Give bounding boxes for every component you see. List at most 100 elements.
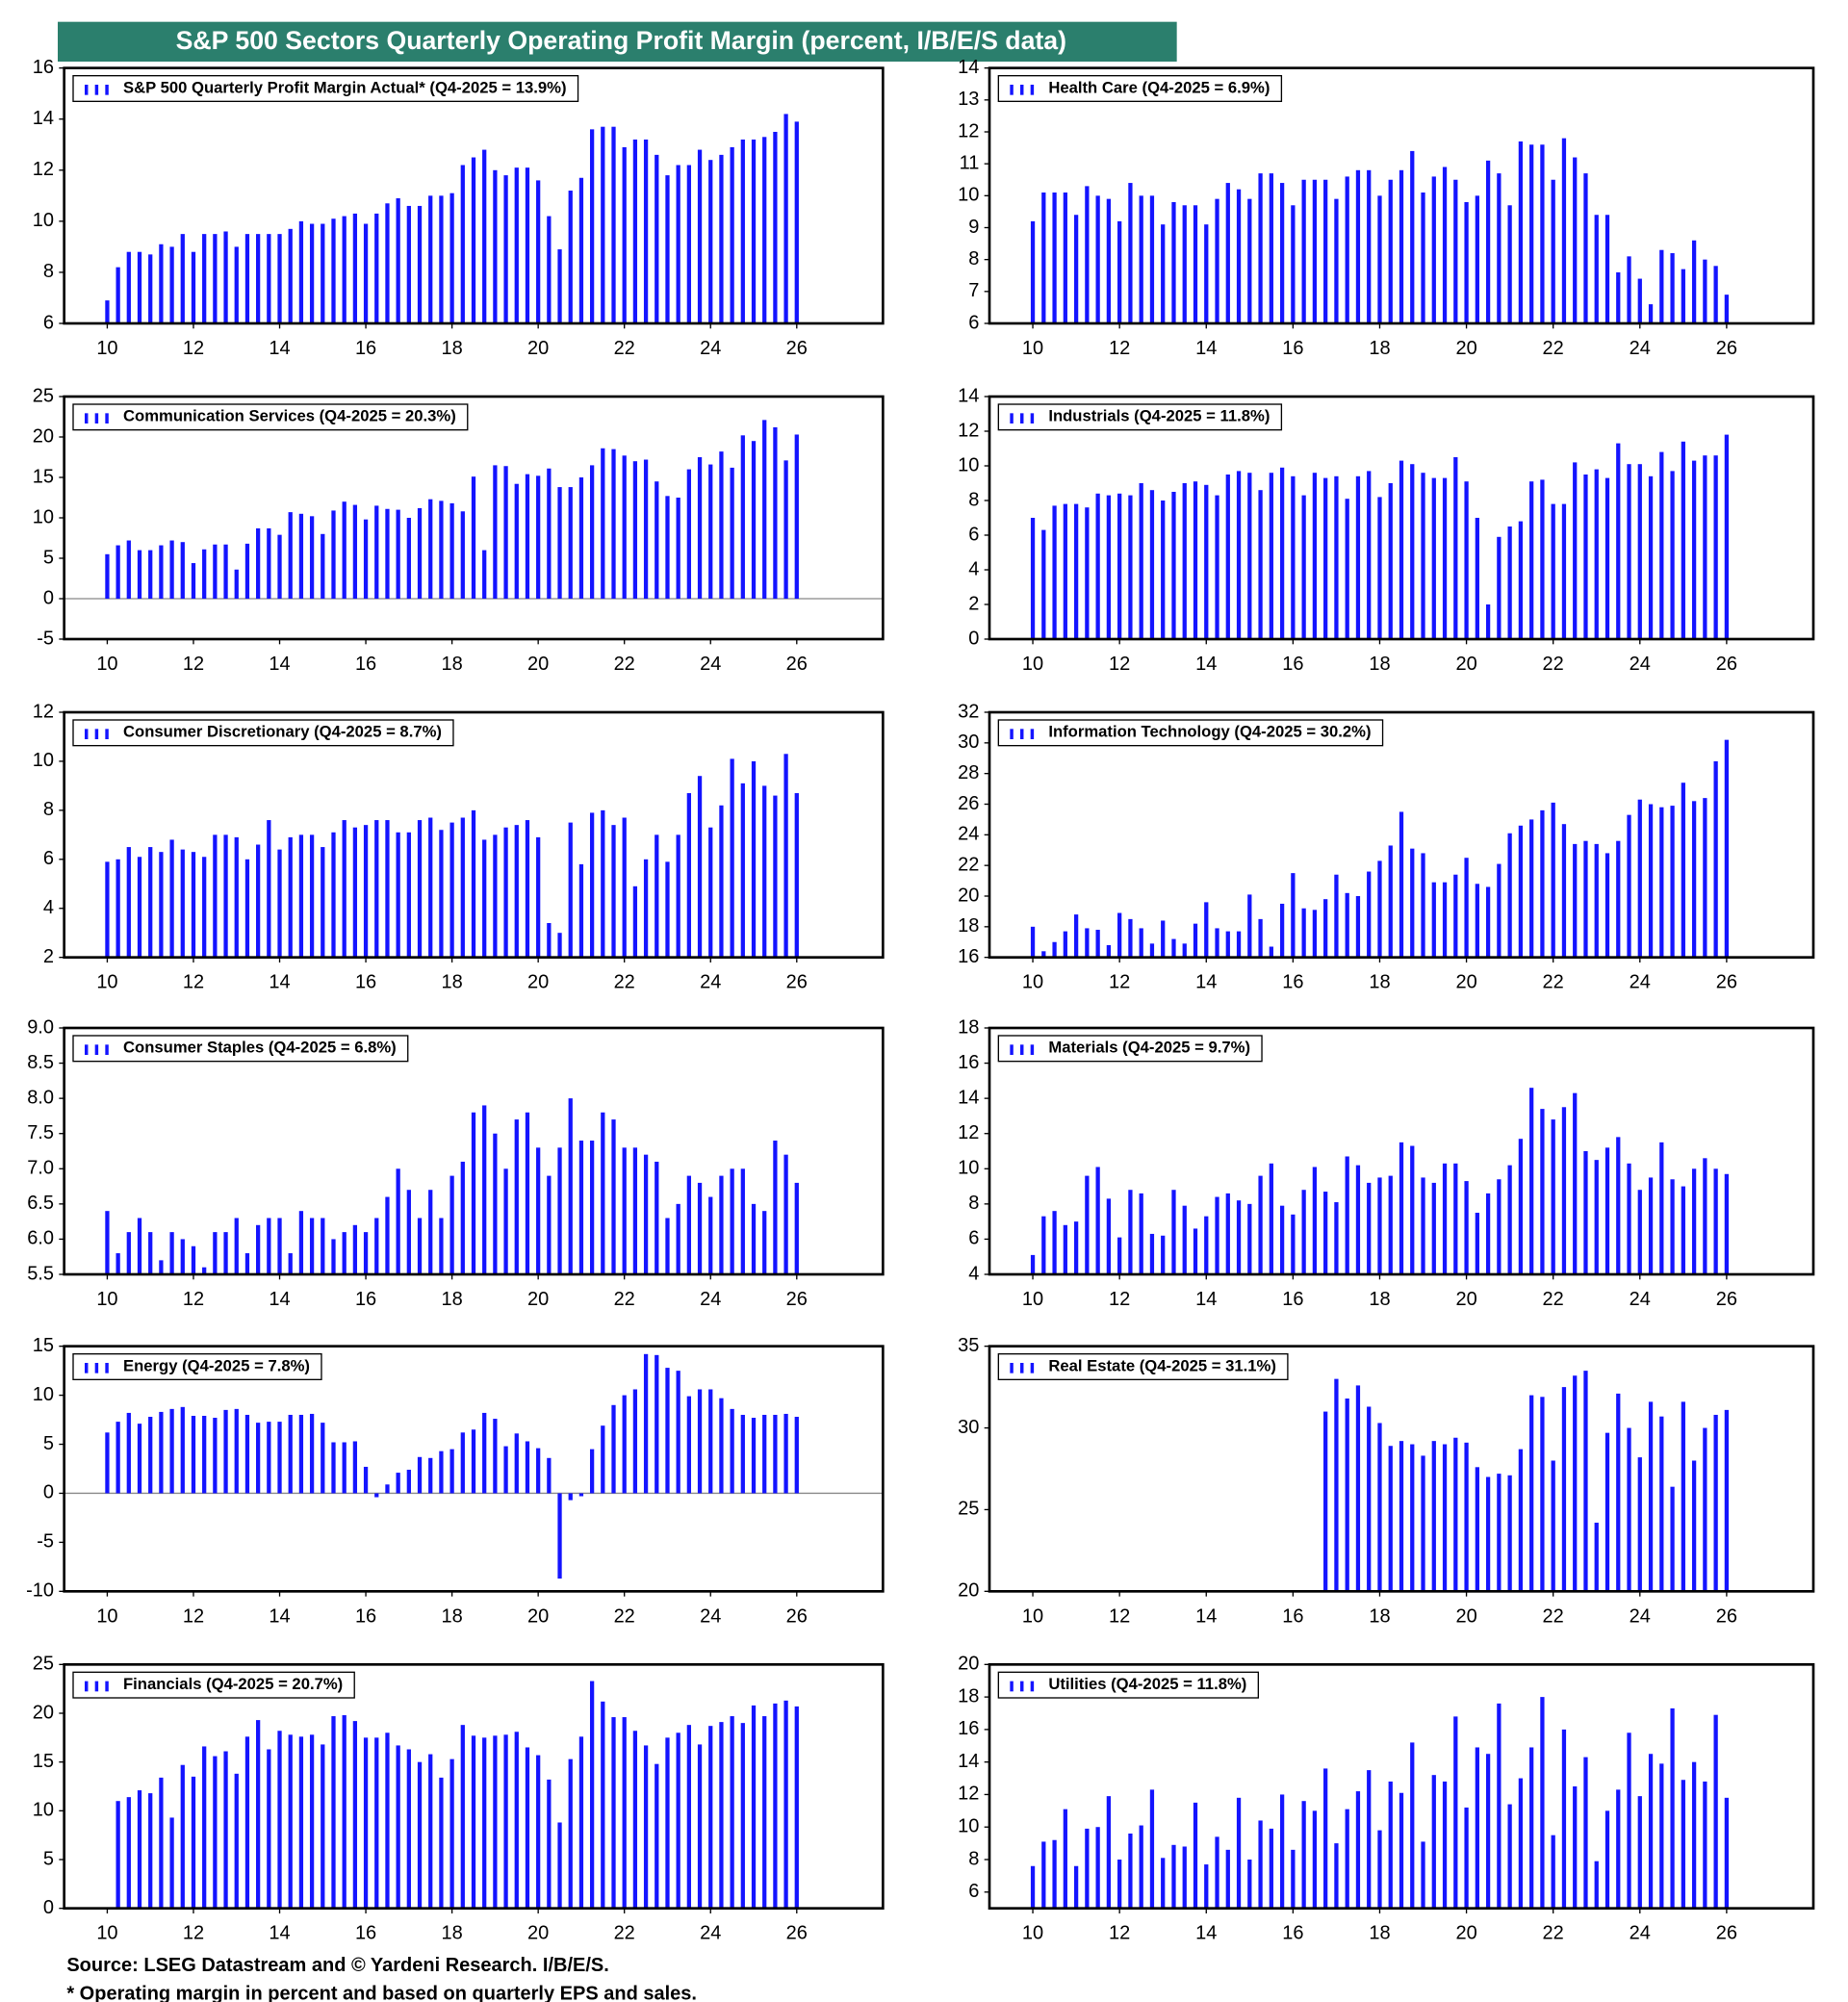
legend-box [72,75,579,102]
bar [708,1196,713,1274]
bar [342,216,346,323]
bar [1583,475,1588,639]
bar [525,1747,530,1909]
bar [1529,144,1534,323]
bar [1041,1216,1046,1274]
plot-frame [988,395,1815,641]
y-tick-label: 6 [968,524,979,545]
bar [751,1203,757,1274]
bar [1041,1841,1046,1909]
bar [578,1493,584,1497]
legend-swatch [1020,413,1024,424]
bar [1573,1375,1578,1592]
bar [503,1168,508,1274]
bar [1485,1754,1491,1909]
legend-swatch [85,1681,89,1692]
bar [256,527,261,599]
bar [493,1133,498,1274]
x-tick-label: 10 [1022,1923,1043,1944]
bar [1475,1467,1479,1592]
bar [460,1432,465,1494]
y-tick-label: 9 [968,217,979,238]
bar [1691,240,1697,323]
bar [730,1168,734,1274]
bar [148,1793,153,1909]
bar [1604,1810,1610,1909]
legend-label: Real Estate (Q4-2025 = 31.1%) [1048,1356,1276,1374]
bar [1204,1216,1209,1274]
bar [1670,1179,1675,1274]
bar [1691,1460,1697,1592]
y-tick-label: 24 [958,824,979,845]
bar [1431,882,1436,958]
bar [773,1414,778,1494]
bar [385,1196,390,1274]
y-tick-label: 6 [43,312,54,333]
bar [363,1737,369,1909]
bar [1507,1475,1512,1592]
bar [1073,503,1079,639]
bar [589,1141,595,1274]
bar [751,1705,757,1909]
y-tick-label: 0 [43,1897,54,1918]
bar [1030,926,1036,958]
bar [503,827,508,958]
bar [1095,1827,1100,1909]
bar [417,1761,423,1909]
x-tick-label: 12 [183,1289,204,1310]
bar [417,205,423,323]
bar [547,468,552,599]
legend: S&P 500 Quarterly Profit Margin Actual* … [72,75,579,102]
x-tick-label: 10 [96,654,117,675]
panel: 0 5 10 15 20 25 10 12 14 16 18 20 22 24 26 Financials (… [33,1654,885,1944]
bar [1670,471,1675,639]
y-tick-label: 8 [968,1848,979,1869]
bar [1215,495,1219,639]
y-tick-label: -5 [37,1531,54,1553]
bar [1421,192,1425,323]
bar [374,1493,379,1498]
bar [1171,201,1176,323]
bar [137,1790,142,1909]
bar [536,180,541,323]
y-tick-label: 8 [968,489,979,510]
bar [137,251,142,323]
bar [1334,874,1339,958]
x-tick-label: 10 [96,338,117,359]
bar [1691,801,1697,958]
bar [417,507,423,599]
bar [374,1218,379,1274]
x-tick-label: 24 [700,654,721,675]
bar [611,126,616,323]
x-tick-label: 26 [786,654,808,675]
bar [783,114,788,323]
x-tick-label: 22 [614,972,635,993]
bar [321,1744,325,1909]
bar [601,1701,605,1909]
bar [363,1232,369,1274]
bar [1497,863,1502,958]
bar [1052,192,1057,323]
bar [1518,1778,1524,1909]
y-tick-label: 12 [958,120,979,141]
bar [169,1408,174,1494]
y-tick-label: 12 [33,159,54,180]
y-tick-label: 14 [958,1751,979,1772]
x-tick-label: 18 [1369,654,1390,675]
bar [1085,507,1090,639]
y-tick-label: 14 [958,1087,979,1108]
legend-swatch [105,413,109,424]
bar [568,1758,573,1909]
bar [1073,1865,1079,1909]
legend-box [72,1671,355,1699]
x-tick-label: 18 [1369,972,1390,993]
bar [277,234,282,323]
bar [159,1411,164,1494]
bar [202,857,207,958]
bar [1475,1747,1479,1909]
bar [234,246,239,323]
bar [762,1716,767,1909]
bar [1399,460,1404,639]
bar [213,1418,218,1494]
